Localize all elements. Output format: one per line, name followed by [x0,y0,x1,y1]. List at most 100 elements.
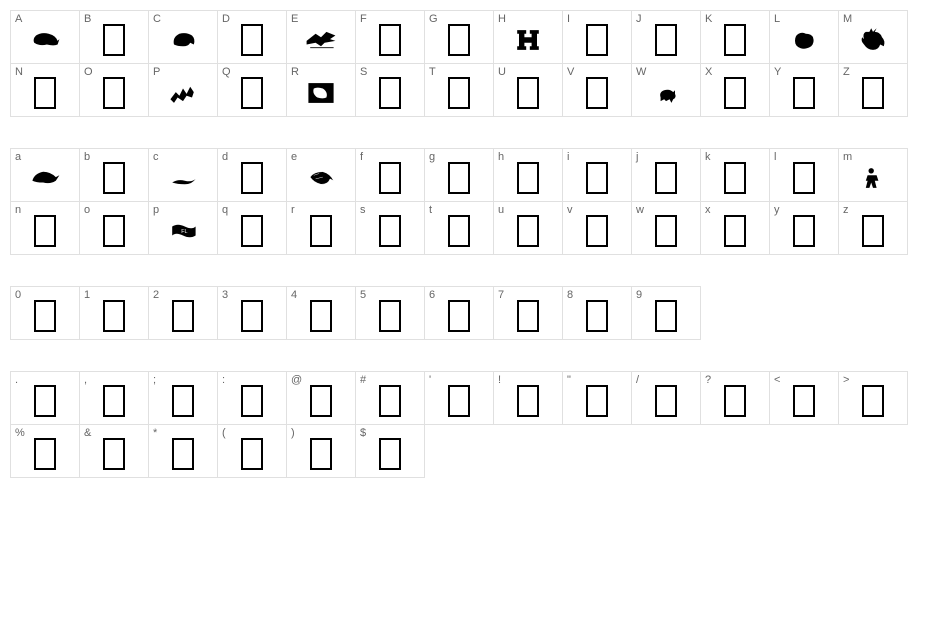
char-cell: 6 [424,286,494,340]
char-cell: x [700,201,770,255]
empty-glyph-box [517,215,539,247]
char-label: o [84,204,90,216]
empty-glyph-box [379,162,401,194]
glyph-empty [379,385,401,417]
empty-glyph-box [241,24,263,56]
section-lowercase: abcdefghijklmnopFLqrstuvwxyz [10,148,928,254]
char-cell: < [769,371,839,425]
empty-glyph-box [172,438,194,470]
char-label: B [84,13,91,25]
char-cell: t [424,201,494,255]
empty-glyph-box [793,162,815,194]
glyph-empty [310,438,332,470]
section-punctuation: .,;:@#'!"/?<>%&*()$ [10,371,928,477]
glyph-eagle-head [303,163,339,193]
empty-glyph-box [448,215,470,247]
empty-glyph-box [586,77,608,109]
char-label: c [153,151,159,163]
empty-glyph-box [448,162,470,194]
empty-glyph-box [103,77,125,109]
char-label: w [636,204,644,216]
char-label: , [84,374,87,386]
glyph-bird-head [27,25,63,55]
char-cell: I [562,10,632,64]
empty-glyph-box [724,77,746,109]
glyph-empty [586,300,608,332]
char-label: O [84,66,93,78]
glyph-empty [448,162,470,194]
char-label: : [222,374,225,386]
char-cell: " [562,371,632,425]
char-cell: N [10,63,80,117]
char-cell: n [10,201,80,255]
char-label: 6 [429,289,435,301]
char-cell: L [769,10,839,64]
char-label: E [291,13,298,25]
glyph-empty [655,215,677,247]
char-label: > [843,374,849,386]
empty-glyph-box [793,215,815,247]
empty-glyph-box [655,215,677,247]
char-cell: F [355,10,425,64]
char-label: @ [291,374,302,386]
char-label: A [15,13,22,25]
char-cell: ) [286,424,356,478]
char-label: f [360,151,363,163]
char-cell: u [493,201,563,255]
char-label: J [636,13,642,25]
glyph-cardinal [27,163,63,193]
empty-glyph-box [34,77,56,109]
char-label: P [153,66,160,78]
char-cell: O [79,63,149,117]
empty-glyph-box [103,385,125,417]
char-label: 3 [222,289,228,301]
char-cell: g [424,148,494,202]
empty-glyph-box [724,385,746,417]
char-label: s [360,204,366,216]
char-cell: r [286,201,356,255]
glyph-empty [655,24,677,56]
char-label: g [429,151,435,163]
char-cell: U [493,63,563,117]
char-cell: 9 [631,286,701,340]
empty-glyph-box [586,215,608,247]
empty-glyph-box [310,300,332,332]
char-cell: 2 [148,286,218,340]
glyph-empty [586,385,608,417]
char-cell: ; [148,371,218,425]
char-label: a [15,151,21,163]
char-cell: k [700,148,770,202]
char-cell: ' [424,371,494,425]
empty-glyph-box [103,438,125,470]
glyph-animal-head [786,25,822,55]
char-label: U [498,66,506,78]
char-label: I [567,13,570,25]
char-label: t [429,204,432,216]
char-cell: C [148,10,218,64]
empty-glyph-box [655,162,677,194]
char-cell: & [79,424,149,478]
char-cell: z [838,201,908,255]
char-label: 1 [84,289,90,301]
glyph-empty [241,215,263,247]
char-label: 4 [291,289,297,301]
empty-glyph-box [34,385,56,417]
glyph-empty [103,24,125,56]
char-label: j [636,151,638,163]
char-row: %&*()$ [10,424,928,477]
glyph-empty [103,215,125,247]
glyph-empty [724,385,746,417]
char-cell: S [355,63,425,117]
glyph-empty [379,438,401,470]
glyph-empty [448,24,470,56]
char-cell: 7 [493,286,563,340]
empty-glyph-box [103,162,125,194]
char-cell: c [148,148,218,202]
glyph-figure [855,163,891,193]
glyph-empty [241,77,263,109]
char-cell: Z [838,63,908,117]
char-label: . [15,374,18,386]
empty-glyph-box [379,438,401,470]
empty-glyph-box [310,438,332,470]
glyph-empty [172,438,194,470]
